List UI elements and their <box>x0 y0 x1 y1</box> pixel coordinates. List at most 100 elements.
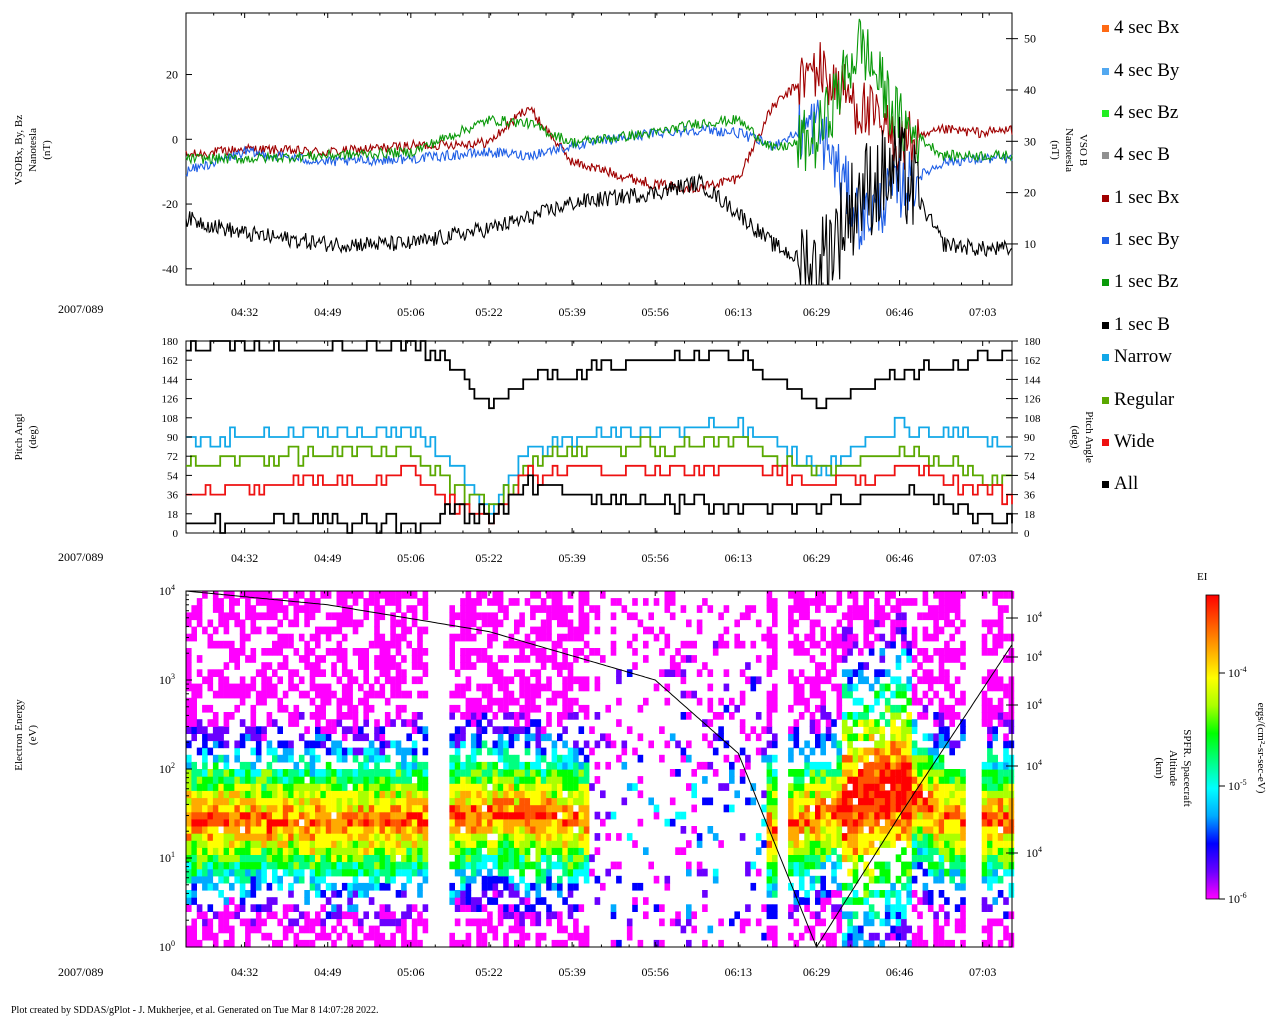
spectrogram-cell <box>406 840 412 848</box>
spectrogram-cell <box>454 918 461 927</box>
spectrogram-cell <box>519 833 525 841</box>
spectrogram-cell <box>578 683 585 692</box>
spectrogram-cell <box>223 847 230 855</box>
spectrogram-cell <box>298 925 305 934</box>
spectrogram-cell <box>917 776 923 784</box>
spectrogram-cell <box>390 640 396 649</box>
spectrogram-cell <box>793 804 800 813</box>
spectrogram-cell <box>890 619 896 628</box>
spectrogram-cell <box>406 690 412 699</box>
legend-item: 4 sec Bx <box>1102 17 1179 39</box>
spectrogram-cell <box>202 911 208 920</box>
spectrogram-cell <box>492 797 499 806</box>
spectrogram-cell <box>648 612 654 621</box>
time-tick-label: 05:56 <box>642 551 669 565</box>
spectrogram-cell <box>449 861 455 870</box>
spectrogram-cell <box>718 712 724 720</box>
spectrogram-cell <box>567 683 574 692</box>
spectrogram-cell <box>933 818 939 827</box>
spectrogram-cell <box>535 747 542 756</box>
spectrogram-cell <box>917 747 923 756</box>
spectrogram-cell <box>336 712 343 720</box>
spectrogram-cell <box>600 591 606 599</box>
spectrogram-cell <box>298 754 305 763</box>
spectrogram-cell <box>384 840 391 848</box>
spectrogram-cell <box>212 754 219 763</box>
spectrogram-cell <box>503 655 509 663</box>
spectrogram-cell <box>470 797 477 806</box>
spectrogram-cell <box>341 769 348 777</box>
spectrogram-cell <box>223 875 230 884</box>
spectrogram-cell <box>546 854 552 863</box>
spectrogram-cell <box>245 854 251 863</box>
spectrogram-cell <box>191 612 197 621</box>
spectrogram-cell <box>906 890 912 898</box>
spectrogram-cell <box>772 804 778 813</box>
spectrogram-cell <box>250 847 257 855</box>
spectrogram-cell <box>610 811 617 820</box>
spectrogram-cell <box>874 676 880 685</box>
spectrogram-cell <box>729 918 735 927</box>
spectrogram-cell <box>820 662 826 670</box>
spectrogram-cell <box>927 769 934 777</box>
spectrogram-cell <box>868 811 875 820</box>
spectrogram-cell <box>503 761 509 770</box>
spectrogram-cell <box>207 818 214 827</box>
spectrogram-cell <box>277 726 283 734</box>
spectrogram-cell <box>282 605 289 613</box>
spectrogram-cell <box>562 854 568 863</box>
spectrogram-cell <box>352 804 359 813</box>
spectrogram-cell <box>874 740 880 749</box>
spectrogram-cell <box>788 882 794 891</box>
spectrogram-cell <box>836 790 843 799</box>
spectrogram-cell <box>922 591 929 599</box>
spectrogram-cell <box>906 747 912 756</box>
spectrogram-cell <box>325 818 332 827</box>
spectrogram-cell <box>395 769 402 777</box>
spectrogram-cell <box>890 776 896 784</box>
spectrogram-cell <box>944 939 950 948</box>
spectrogram-cell <box>911 761 918 770</box>
spectrogram-cell <box>347 704 353 713</box>
spectrogram-cell <box>374 761 380 770</box>
spectrogram-cell <box>954 811 961 820</box>
spectrogram-cell <box>949 776 955 784</box>
spectrogram-cell <box>449 712 455 720</box>
spectrogram-cell <box>583 598 590 606</box>
spectrogram-cell <box>374 676 380 685</box>
spectrogram-cell <box>401 890 407 898</box>
spectrogram-cell <box>804 818 810 827</box>
spectrogram-cell <box>858 818 864 827</box>
spectrogram-cell <box>583 875 590 884</box>
spectrogram-cell <box>1003 925 1009 934</box>
spectrogram-cell <box>836 640 843 649</box>
spectrogram-cell <box>884 918 891 927</box>
spectrogram-cell <box>938 697 945 706</box>
spectrogram-cell <box>879 890 886 898</box>
spectrogram-cell <box>530 761 536 770</box>
spectrogram-cell <box>852 847 859 855</box>
spectrogram-cell <box>981 854 988 863</box>
spectrogram-cell <box>186 704 192 713</box>
spectrogram-cell <box>583 925 590 934</box>
spectrogram-cell <box>470 804 477 813</box>
spectrogram-cell <box>481 904 488 912</box>
spectrogram-cell <box>514 882 520 891</box>
spectrogram-cell <box>788 868 794 877</box>
spectrogram-cell <box>863 918 869 927</box>
spectrogram-cell <box>906 769 912 777</box>
spectrogram-cell <box>514 640 520 649</box>
spectrogram-cell <box>401 840 407 848</box>
spectrogram-cell <box>927 655 934 663</box>
spectrogram-cell <box>476 925 482 934</box>
spectrogram-cell <box>997 804 1004 813</box>
spectrogram-cell <box>557 612 563 621</box>
spectrogram-cell <box>691 925 697 934</box>
spectrogram-cell <box>417 854 423 863</box>
spectrogram-cell <box>470 783 477 791</box>
spectrogram-cell <box>406 776 412 784</box>
spectrogram-cell <box>508 847 515 855</box>
spectrogram-cell <box>949 648 955 656</box>
spectrogram-cell <box>524 826 531 834</box>
spectrogram-cell <box>368 790 375 799</box>
